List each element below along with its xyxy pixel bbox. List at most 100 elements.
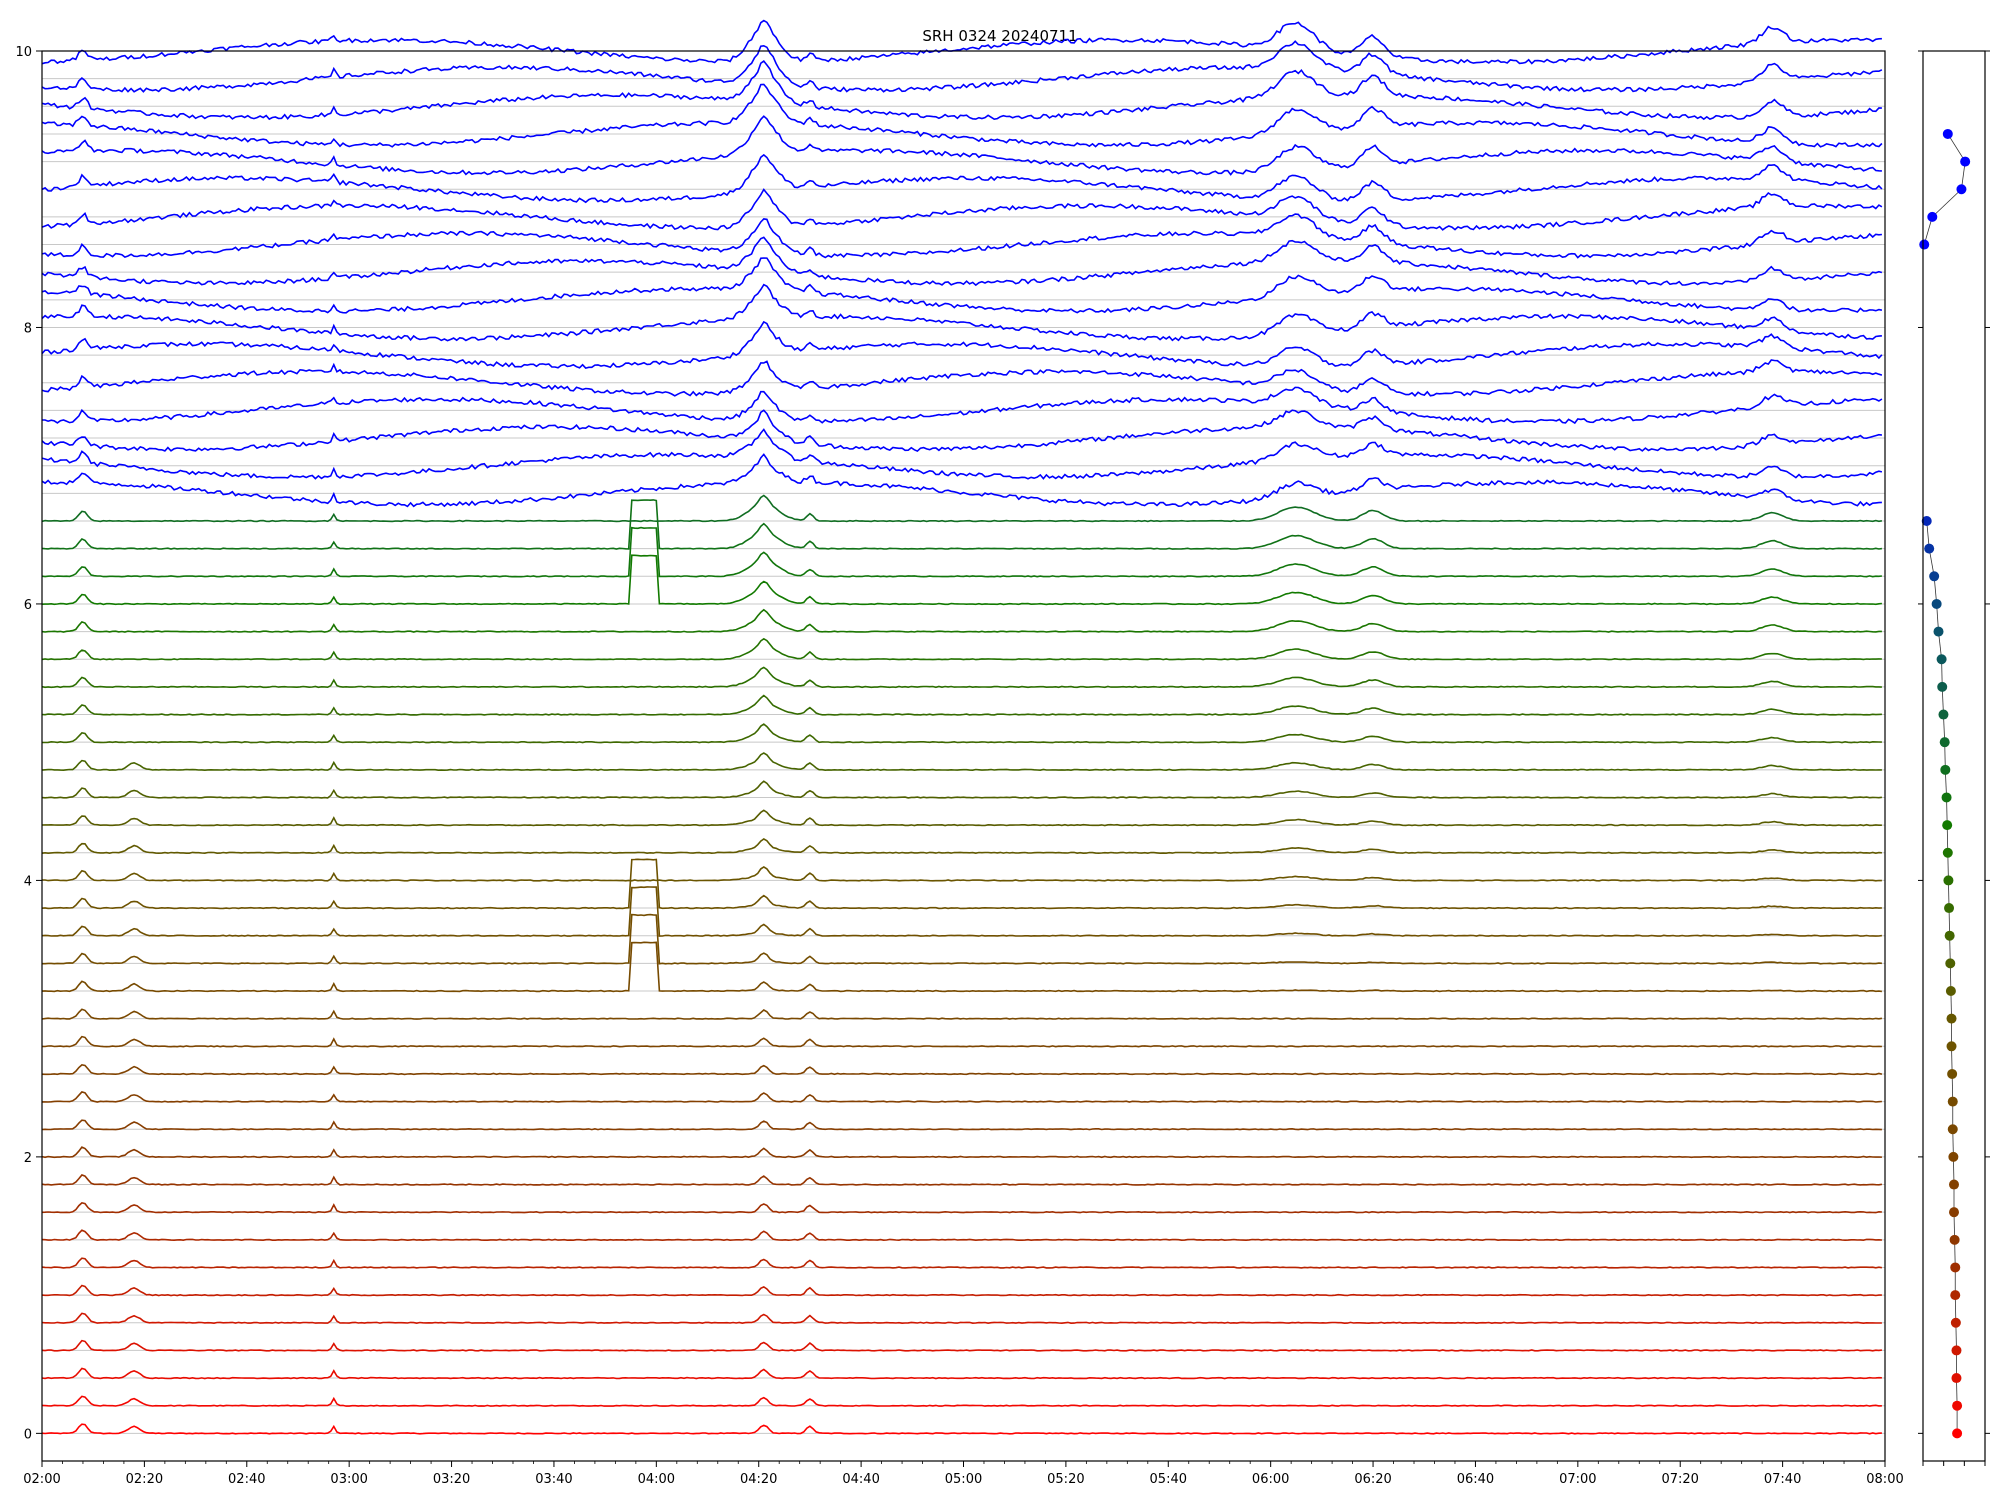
x-tick-label: 04:40 xyxy=(842,1472,879,1487)
side-point xyxy=(1956,184,1967,195)
series-line xyxy=(41,1423,1882,1435)
x-tick-label: 07:40 xyxy=(1764,1472,1801,1487)
series-line xyxy=(42,723,1882,744)
side-point xyxy=(1921,516,1932,526)
series-line xyxy=(41,499,1883,550)
side-point xyxy=(1929,571,1940,582)
series-line xyxy=(41,1229,1882,1242)
series-line xyxy=(41,694,1882,716)
series-line xyxy=(41,19,1882,65)
side-point xyxy=(1937,681,1948,692)
series-line xyxy=(41,1174,1883,1186)
side-point xyxy=(1942,820,1953,831)
side-point xyxy=(1947,1124,1958,1135)
series-line xyxy=(41,838,1882,855)
series-line xyxy=(41,1367,1882,1380)
y-tick-label: 6 xyxy=(24,598,32,613)
side-plot-frame xyxy=(1922,50,1986,1462)
x-tick-label: 05:20 xyxy=(1047,1472,1084,1487)
series-line xyxy=(41,1064,1883,1076)
series-line xyxy=(41,526,1882,578)
side-point xyxy=(1950,1290,1961,1301)
series-line xyxy=(42,913,1882,965)
side-point xyxy=(1952,1428,1963,1439)
series-line xyxy=(41,115,1882,176)
series-line xyxy=(41,554,1882,606)
main-series-group xyxy=(41,19,1883,1435)
x-tick-label: 05:00 xyxy=(945,1472,982,1487)
series-line xyxy=(41,409,1883,453)
side-point xyxy=(1949,1234,1960,1245)
side-point xyxy=(1952,1400,1963,1411)
x-tick-label: 07:00 xyxy=(1559,1472,1596,1487)
y-tick-label: 2 xyxy=(24,1151,32,1166)
y-tick-label: 8 xyxy=(24,321,32,336)
side-point xyxy=(1944,903,1955,914)
series-line xyxy=(41,153,1883,204)
x-tick-label: 04:00 xyxy=(638,1472,675,1487)
side-point xyxy=(1943,875,1954,886)
x-tick-label: 03:00 xyxy=(330,1472,367,1487)
side-point xyxy=(1947,1096,1958,1107)
series-line xyxy=(41,941,1882,993)
side-point xyxy=(1949,1179,1959,1190)
main-y-axis: 0 2 4 6 8 10 xyxy=(15,45,42,1442)
x-tick-label: 03:20 xyxy=(433,1472,470,1487)
side-point xyxy=(1951,1345,1962,1356)
series-line xyxy=(41,1284,1882,1297)
series-line xyxy=(41,637,1882,661)
main-x-axis: 02:00 02:20 02:40 03:00 03:20 03:40 04:00 04:20… xyxy=(23,1461,1904,1487)
series-line xyxy=(41,886,1883,937)
series-line xyxy=(41,858,1882,910)
series-line xyxy=(41,60,1882,121)
x-tick-label: 04:20 xyxy=(740,1472,777,1487)
side-point xyxy=(1936,654,1947,665)
x-tick-label: 06:40 xyxy=(1457,1472,1494,1487)
side-point xyxy=(1944,930,1955,941)
y-tick-label: 4 xyxy=(24,874,32,889)
series-line xyxy=(41,494,1883,523)
side-point xyxy=(1949,1207,1959,1218)
side-point xyxy=(1945,986,1956,996)
series-line xyxy=(41,236,1883,287)
series-line xyxy=(42,866,1882,882)
series-line xyxy=(41,213,1882,259)
side-connector xyxy=(1932,188,1962,218)
series-line xyxy=(41,188,1883,231)
series-line xyxy=(41,780,1883,799)
series-line xyxy=(41,40,1883,93)
series-line xyxy=(41,1202,1882,1214)
series-line xyxy=(41,608,1882,633)
series-line xyxy=(41,1008,1883,1020)
x-tick-label: 07:20 xyxy=(1661,1472,1698,1487)
series-line xyxy=(41,428,1883,480)
side-connector xyxy=(1947,133,1966,162)
series-line xyxy=(41,1146,1882,1159)
y-tick-label: 0 xyxy=(24,1427,32,1442)
x-tick-label: 06:20 xyxy=(1354,1472,1391,1487)
series-line xyxy=(42,386,1883,425)
series-line xyxy=(41,283,1882,342)
series-line xyxy=(41,1119,1882,1131)
series-line xyxy=(41,83,1883,148)
series-line xyxy=(41,1312,1882,1325)
chart-title: SRH 0324 20240711 xyxy=(922,27,1077,45)
side-point xyxy=(1946,1041,1957,1052)
series-line xyxy=(41,1395,1882,1407)
side-point xyxy=(1941,792,1952,803)
side-point xyxy=(1960,156,1971,167)
side-point xyxy=(1940,764,1951,775)
side-point xyxy=(1931,598,1942,609)
side-point xyxy=(1947,1068,1958,1079)
series-line xyxy=(41,1257,1883,1269)
series-line xyxy=(41,1339,1882,1352)
x-tick-label: 08:00 xyxy=(1866,1472,1903,1487)
side-point xyxy=(1919,239,1930,250)
side-point xyxy=(1933,626,1944,637)
side-point xyxy=(1950,1262,1961,1273)
side-point xyxy=(1945,958,1956,969)
side-point xyxy=(1938,709,1949,720)
side-point xyxy=(1948,1151,1959,1162)
